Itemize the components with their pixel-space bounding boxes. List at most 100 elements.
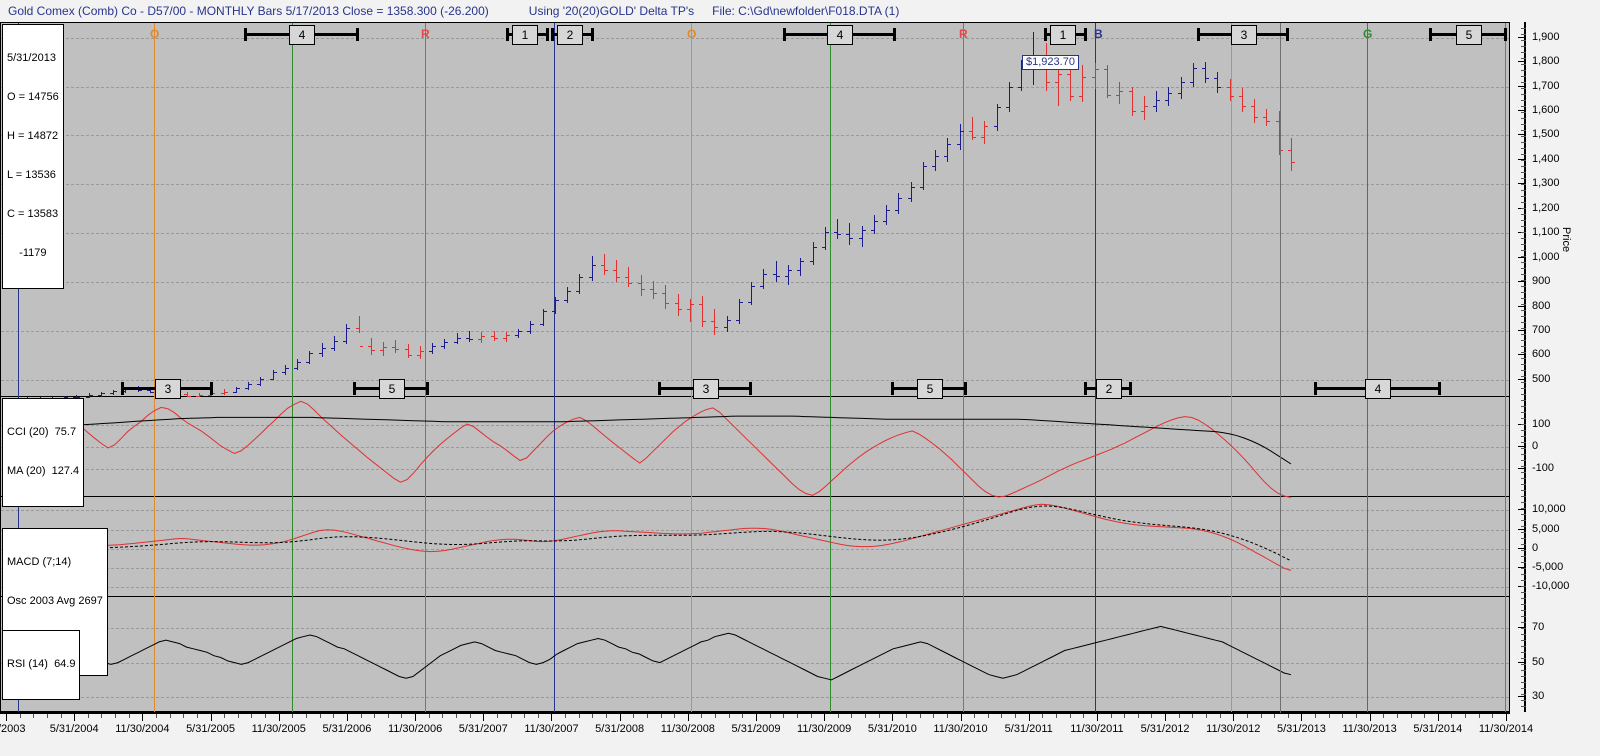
ohlc-bar[interactable] [638, 274, 645, 296]
marker-box[interactable]: 3 [693, 379, 719, 399]
ohlc-bar[interactable] [1055, 62, 1062, 107]
ohlc-bar[interactable] [1263, 108, 1270, 126]
ohlc-bar[interactable] [810, 241, 817, 265]
marker-letter-g[interactable]: G [1363, 27, 1373, 41]
ohlc-bar[interactable] [576, 273, 583, 295]
event-vertical-line[interactable] [154, 23, 155, 713]
crosshair-cursor[interactable] [1280, 23, 1281, 713]
ohlc-bar[interactable] [859, 225, 866, 247]
ohlc-bar[interactable] [319, 343, 326, 357]
marker-letter-b[interactable]: B [1094, 27, 1103, 41]
ohlc-bar[interactable] [699, 295, 706, 328]
event-vertical-line[interactable] [691, 23, 692, 713]
ohlc-bar[interactable] [380, 342, 387, 356]
marker-letter-o[interactable]: O [150, 27, 160, 41]
ohlc-bar[interactable] [895, 192, 902, 214]
marker-box[interactable]: 1 [1050, 25, 1076, 45]
ohlc-bar[interactable] [405, 343, 412, 358]
ohlc-bar[interactable] [441, 338, 448, 349]
ohlc-bar[interactable] [540, 309, 547, 327]
ohlc-bar[interactable] [932, 150, 939, 171]
ohlc-bar[interactable] [368, 337, 375, 356]
ohlc-bar[interactable] [1214, 71, 1221, 93]
ohlc-bar[interactable] [306, 350, 313, 364]
event-vertical-line[interactable] [1095, 23, 1096, 713]
ohlc-bar[interactable] [1190, 63, 1197, 87]
ohlc-bar[interactable] [1067, 62, 1074, 102]
ohlc-bar[interactable] [871, 214, 878, 235]
marker-box[interactable]: 5 [379, 379, 405, 399]
ohlc-bar[interactable] [86, 393, 93, 399]
ohlc-bar[interactable] [1251, 98, 1258, 124]
marker-letter-o[interactable]: O [687, 27, 697, 41]
ohlc-bar[interactable] [785, 265, 792, 285]
ohlc-bar[interactable] [1092, 63, 1099, 89]
ohlc-bar[interactable] [503, 332, 510, 342]
ohlc-bar[interactable] [687, 298, 694, 323]
ohlc-bar[interactable] [711, 309, 718, 336]
ohlc-bar[interactable] [1227, 79, 1234, 102]
ohlc-bar[interactable] [491, 331, 498, 341]
marker-letter-r[interactable]: R [421, 27, 430, 41]
event-vertical-line[interactable] [292, 23, 293, 713]
marker-box[interactable]: 5 [917, 379, 943, 399]
event-vertical-line[interactable] [425, 23, 426, 713]
ohlc-bar[interactable] [675, 294, 682, 317]
ohlc-bar[interactable] [147, 387, 154, 394]
ohlc-bar[interactable] [221, 389, 228, 396]
ohlc-bar[interactable] [834, 218, 841, 240]
ohlc-bar[interactable] [1079, 64, 1086, 103]
ohlc-bar[interactable] [343, 323, 350, 344]
ohlc-bar[interactable] [282, 365, 289, 375]
ohlc-bar[interactable] [478, 332, 485, 344]
event-vertical-line[interactable] [18, 23, 19, 713]
ohlc-bar[interactable] [356, 316, 363, 347]
price-legend[interactable]: 5/31/2013 O = 14756 H = 14872 L = 13536 … [2, 24, 64, 289]
ohlc-bar[interactable] [454, 333, 461, 345]
macd-pane[interactable] [1, 497, 1509, 597]
ohlc-bar[interactable] [73, 394, 80, 400]
marker-box[interactable]: 5 [1456, 25, 1482, 45]
ohlc-bar[interactable] [417, 345, 424, 360]
ohlc-bar[interactable] [1288, 137, 1295, 171]
ohlc-bar[interactable] [920, 162, 927, 191]
ohlc-bar[interactable] [245, 382, 252, 391]
marker-box[interactable]: 2 [1096, 379, 1122, 399]
right-value-axis[interactable]: Price 1,900 1,800 1,700 1,600 1,500 1,400 1,30… [1510, 22, 1600, 712]
ohlc-bar[interactable] [613, 260, 620, 283]
ohlc-bar[interactable] [908, 181, 915, 202]
ohlc-bar[interactable] [1178, 76, 1185, 99]
rsi-legend[interactable]: RSI (14) 64.9 [2, 630, 81, 700]
marker-box[interactable]: 3 [155, 379, 181, 399]
ohlc-bar[interactable] [981, 120, 988, 144]
ohlc-bar[interactable] [589, 256, 596, 281]
marker-box[interactable]: 4 [827, 25, 853, 45]
ohlc-bar[interactable] [1129, 86, 1136, 116]
bottom-date-axis[interactable]: 11/2003 5/31/2004 11/30/2004 5/31/2005 11/30… [0, 712, 1600, 756]
ohlc-bar[interactable] [1239, 87, 1246, 113]
ohlc-bar[interactable] [724, 316, 731, 333]
event-vertical-line[interactable] [554, 23, 555, 713]
ohlc-bar[interactable] [1276, 111, 1283, 155]
ohlc-bar[interactable] [110, 389, 117, 395]
ohlc-bar[interactable] [196, 392, 203, 398]
ohlc-bar[interactable] [773, 261, 780, 283]
event-vertical-line[interactable] [963, 23, 964, 713]
ohlc-bar[interactable] [564, 287, 571, 303]
event-vertical-line[interactable] [1367, 23, 1368, 713]
ohlc-bar[interactable] [994, 103, 1001, 131]
ohlc-bar[interactable] [748, 282, 755, 306]
ohlc-bar[interactable] [944, 137, 951, 162]
ohlc-bar[interactable] [1141, 96, 1148, 120]
marker-box[interactable]: 1 [512, 25, 538, 45]
marker-letter-r[interactable]: R [959, 27, 968, 41]
ohlc-bar[interactable] [294, 359, 301, 371]
ohlc-bar[interactable] [1153, 91, 1160, 113]
ohlc-bar[interactable] [1116, 81, 1123, 104]
ohlc-bar[interactable] [257, 376, 264, 386]
ohlc-bar[interactable] [98, 391, 105, 397]
ohlc-bar[interactable] [270, 370, 277, 381]
ohlc-bar[interactable] [601, 254, 608, 275]
